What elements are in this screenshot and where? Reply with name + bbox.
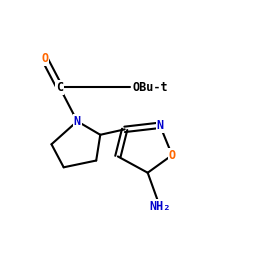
- Text: C: C: [56, 81, 63, 94]
- Text: N: N: [74, 115, 81, 128]
- Text: NH₂: NH₂: [149, 200, 170, 213]
- Text: N: N: [156, 119, 163, 132]
- Text: O: O: [169, 148, 176, 162]
- Text: OBu-t: OBu-t: [133, 81, 168, 94]
- Text: O: O: [41, 53, 48, 65]
